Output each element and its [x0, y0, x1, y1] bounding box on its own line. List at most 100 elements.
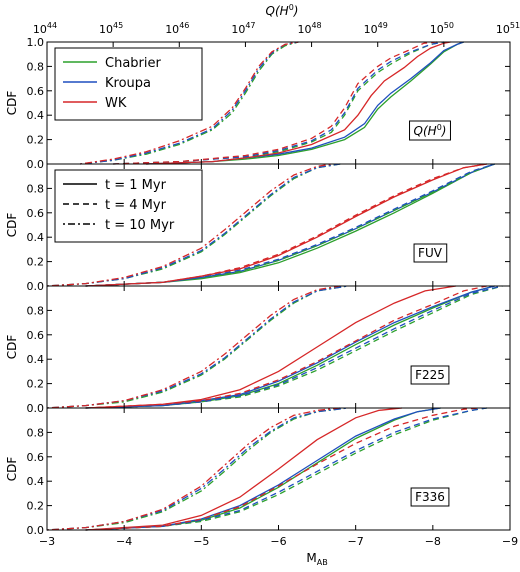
legend-label: t = 1 Myr — [105, 178, 167, 193]
x-tick-label: −5 — [193, 535, 209, 548]
panel-fuv: 0.0 0.2 0.4 0.6 0.8 CDF FUV — [5, 163, 511, 293]
y-tick-label: 0.2 — [27, 378, 45, 391]
legend-age: t = 1 Myr t = 4 Myr t = 10 Myr — [54, 169, 203, 243]
y-tick-label: 0.0 — [27, 158, 45, 171]
panel-f336: 0.0 0.2 0.4 0.6 0.8 CDF F336 — [5, 407, 511, 537]
series-line — [46, 407, 348, 531]
y-axis-label: CDF — [5, 91, 19, 116]
y-tick-label: 0.6 — [27, 85, 45, 98]
series-line — [85, 407, 487, 531]
top-axis-label-end: ) — [293, 4, 299, 18]
series-line — [85, 285, 495, 409]
top-tick-exp: 49 — [378, 21, 388, 30]
legends: Chabrier Kroupa WK t = 1 Myr t = 4 Myr t = 10… — [54, 47, 203, 243]
x-axis-label: MAB — [306, 551, 327, 567]
series-line — [85, 407, 403, 531]
y-tick-label: 0.2 — [27, 500, 45, 513]
y-tick-label: 0.2 — [27, 134, 45, 147]
y-tick-label: 0.0 — [27, 402, 45, 415]
series-line — [85, 407, 480, 531]
panel-label-text: F336 — [415, 490, 445, 504]
panel-label: F225 — [410, 365, 450, 385]
panel-label-text: F225 — [415, 368, 445, 382]
panel-label-sup: 0 — [437, 123, 442, 132]
legend-label: t = 4 Myr — [105, 198, 167, 213]
y-tick-label: 0.2 — [27, 256, 45, 269]
top-tick-label: 1044 — [33, 21, 57, 36]
y-tick-label: 0.6 — [27, 207, 45, 220]
x-tick-label: −9 — [502, 535, 518, 548]
panel-label: Q(H0) — [409, 120, 451, 141]
panel-label-box — [413, 243, 448, 263]
top-tick-label: 1047 — [231, 21, 255, 36]
x-tick-label: −4 — [116, 535, 132, 548]
x-axis-label-sub: AB — [317, 558, 328, 567]
top-tick-exp: 46 — [179, 21, 189, 30]
legend-label: t = 10 Myr — [105, 218, 175, 233]
y-tick-label: 0.8 — [27, 426, 45, 439]
y-tick-label: 0.0 — [27, 280, 45, 293]
top-axis: Q(H0) 1044 1045 1046 1047 1048 1049 1050 1051 — [33, 3, 520, 36]
x-tick-label: −7 — [348, 535, 364, 548]
series-line — [85, 285, 503, 409]
series-line — [80, 41, 299, 165]
top-tick-exp: 47 — [245, 21, 255, 30]
top-tick-exp: 45 — [113, 21, 123, 30]
series-line — [85, 163, 495, 287]
series-line — [46, 163, 341, 287]
series-line — [113, 41, 445, 165]
top-axis-label-sup: 0 — [289, 3, 294, 12]
panel-q-h: 0.0 0.2 0.4 0.6 0.8 1.0 CDF Q(H0) — [5, 36, 511, 171]
y-axis-label: CDF — [5, 335, 19, 360]
top-tick-exp: 44 — [47, 21, 57, 30]
y-axis-label: CDF — [5, 457, 19, 482]
legend-imf-box — [54, 47, 203, 121]
top-tick-label: 1046 — [165, 21, 189, 36]
y-tick-label: 0.8 — [27, 60, 45, 73]
panel-label-box — [410, 487, 450, 507]
top-tick-exp: 51 — [510, 21, 520, 30]
series-line — [146, 41, 464, 165]
panel-label-box — [410, 365, 450, 385]
legend-age-box — [54, 169, 203, 243]
top-tick-label: 1051 — [496, 21, 520, 36]
series-line — [85, 285, 487, 409]
series-line — [146, 41, 451, 165]
top-tick-exp: 50 — [444, 21, 454, 30]
series-line — [46, 285, 341, 409]
y-tick-label: 0.4 — [27, 353, 45, 366]
panel-label: F336 — [410, 487, 450, 507]
top-tick-label: 1050 — [430, 21, 454, 36]
series-line — [85, 163, 495, 287]
y-axis-label: CDF — [5, 213, 19, 238]
series-line — [46, 163, 341, 287]
y-tick-label: 0.4 — [27, 475, 45, 488]
series-line — [85, 285, 495, 409]
panel-label-text: Q(H0) — [414, 123, 447, 138]
panel-label-end: ) — [441, 124, 447, 138]
series-line — [85, 285, 457, 409]
x-tick-label: −3 — [39, 535, 55, 548]
panel-f225: 0.0 0.2 0.4 0.6 0.8 CDF F225 — [5, 285, 511, 415]
legend-imf: Chabrier Kroupa WK — [54, 47, 203, 121]
y-tick-label: 0.4 — [27, 109, 45, 122]
top-tick-label: 1049 — [364, 21, 388, 36]
series-line — [46, 407, 341, 531]
panel-label-text: FUV — [418, 246, 443, 260]
y-tick-label: 0.8 — [27, 304, 45, 317]
y-tick-label: 0.6 — [27, 329, 45, 342]
top-tick-label: 1048 — [297, 21, 321, 36]
y-tick-label: 1.0 — [27, 36, 45, 49]
panel-label: FUV — [413, 243, 448, 263]
series-line — [46, 285, 349, 409]
top-tick-label: 1045 — [99, 21, 123, 36]
panel-label-box — [409, 120, 451, 141]
panels-layer: 0.00.20.40.60.81.0CDFQ(H0)0.00.20.40.60.… — [5, 36, 511, 537]
series-line — [85, 407, 487, 531]
series-line — [80, 41, 299, 165]
y-tick-label: 0.6 — [27, 451, 45, 464]
y-tick-label: 0.4 — [27, 231, 45, 244]
legend-label: Kroupa — [105, 76, 151, 91]
series-line — [113, 41, 438, 165]
